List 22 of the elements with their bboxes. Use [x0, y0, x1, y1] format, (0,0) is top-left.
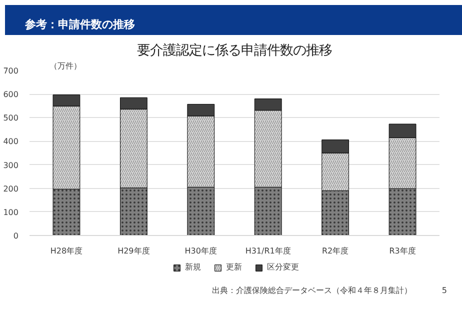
y-tick-label: 700	[3, 66, 19, 76]
x-tick-label: H30年度	[184, 246, 217, 256]
x-tick-label: H29年度	[118, 246, 150, 256]
y-tick-label: 100	[3, 208, 19, 217]
y-tick-label: 600	[3, 90, 19, 100]
y-tick-label: 0	[13, 232, 19, 240]
x-tick-label: R2年度	[322, 246, 349, 256]
text: 5	[442, 286, 447, 295]
chart-subtitle: 要介護認定に係る申請件数の推移	[137, 44, 332, 58]
x-tick-label: H28年度	[50, 246, 83, 256]
legend-label: 新規	[185, 262, 202, 272]
chart-title: 参考：申請件数の推移	[25, 17, 135, 33]
y-tick-label: 300	[3, 160, 19, 170]
y-tick-label: 500	[3, 114, 19, 123]
x-tick-label: H31/R1年度	[245, 246, 291, 256]
legend-label: 区分変更	[267, 262, 299, 272]
y-axis-title: （万件）	[50, 62, 82, 70]
y-tick-label: 400	[3, 137, 19, 146]
legend-label: 更新	[226, 262, 243, 272]
x-tick-label: R3年度	[389, 246, 416, 256]
source-note: 出典：介護保険総合データベース（令和４年８月集計）	[212, 286, 412, 295]
y-tick-label: 200	[3, 184, 19, 194]
